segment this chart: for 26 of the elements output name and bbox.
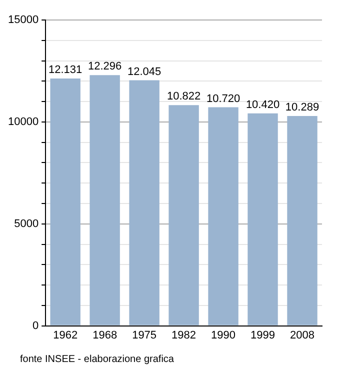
- x-tick-label: 1975: [132, 329, 157, 342]
- data-label: 12.045: [127, 66, 162, 78]
- bar: [50, 78, 80, 326]
- data-label: 12.131: [48, 64, 82, 76]
- bar: [248, 113, 278, 326]
- data-label: 10.289: [285, 102, 320, 114]
- bar: [129, 80, 160, 326]
- source-note: fonte INSEE - elaborazione grafica: [20, 354, 174, 365]
- x-tick-label: 1999: [250, 329, 276, 342]
- x-tick-label: 1990: [211, 329, 236, 342]
- bar: [90, 75, 120, 326]
- data-label: 10.822: [166, 90, 201, 103]
- bar: [168, 105, 199, 326]
- y-tick-label: 0: [32, 320, 39, 332]
- data-label: 10.720: [206, 92, 240, 105]
- data-label: 10.420: [246, 98, 280, 111]
- x-tick-label: 1968: [92, 329, 118, 342]
- x-tick-label: 1962: [53, 329, 78, 342]
- y-tick-label: 15000: [8, 14, 39, 26]
- y-tick-label: 5000: [14, 218, 39, 230]
- x-tick-label: 2008: [290, 329, 314, 342]
- bar: [287, 116, 318, 326]
- y-tick-label: 10000: [8, 116, 39, 128]
- bar: [208, 107, 238, 326]
- x-tick-label: 1982: [172, 329, 196, 342]
- data-label: 12.296: [88, 60, 122, 73]
